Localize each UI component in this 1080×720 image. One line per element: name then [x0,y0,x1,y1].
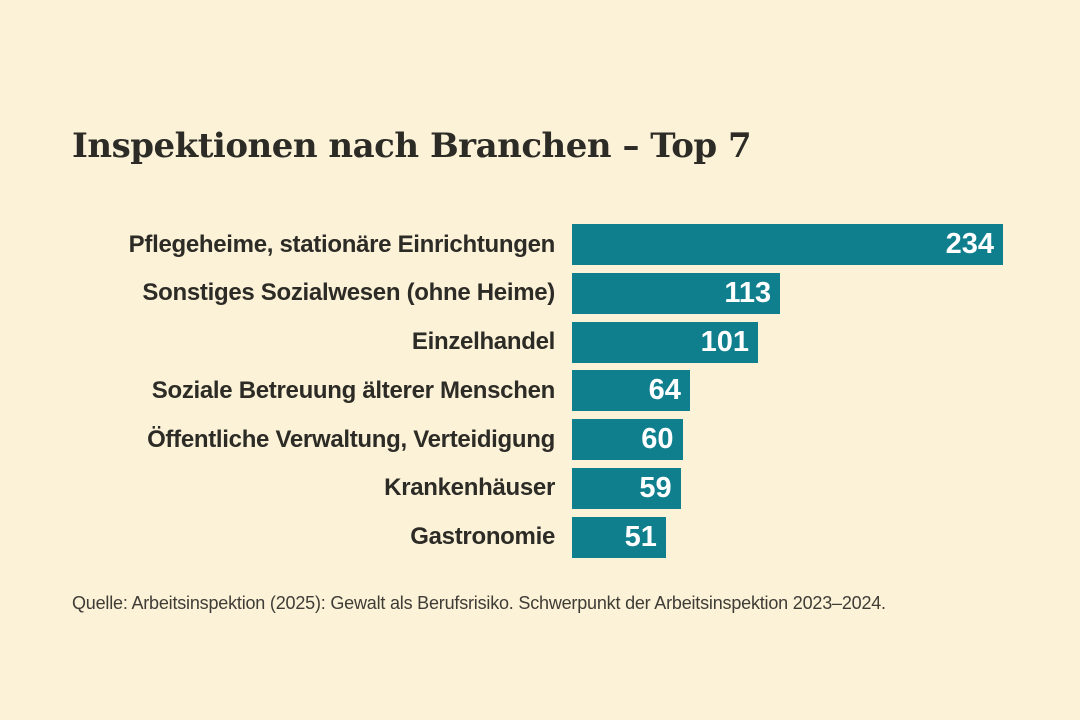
bar: 113 [572,272,781,314]
bar: 234 [572,224,1003,265]
bar-row: Pflegeheime, stationäre Einrichtungen 234 [72,224,1012,265]
value-label: 101 [700,325,750,358]
bar-chart: Pflegeheime, stationäre Einrichtungen 234… [72,224,1012,566]
bar-row: Einzelhandel 101 [72,321,1012,363]
bar-row: Gastronomie 51 [72,516,1012,558]
bar-row: Krankenhäuser 59 [72,467,1012,509]
category-label: Gastronomie [410,523,555,551]
value-label: 64 [648,374,681,407]
category-label: Soziale Betreuung älterer Menschen [151,376,556,404]
bar-row: Öffentliche Verwaltung, Verteidigung 60 [72,419,1012,461]
bar: 59 [572,467,681,509]
bar: 60 [572,419,683,461]
bar-row: Sonstiges Sozialwesen (ohne Heime) 113 [72,272,1012,314]
value-label: 113 [724,276,772,309]
value-label: 59 [639,471,672,504]
category-label: Sonstiges Sozialwesen (ohne Heime) [142,279,555,307]
bar: 51 [572,516,666,558]
chart-title: Inspektionen nach Branchen – Top 7 [72,126,752,166]
source-note: Quelle: Arbeitsinspektion (2025): Gewalt… [72,593,886,613]
category-label: Krankenhäuser [384,474,555,502]
bar: 101 [572,321,759,363]
bar: 64 [572,370,690,412]
value-label: 234 [945,228,994,260]
value-label: 51 [624,520,657,553]
category-label: Öffentliche Verwaltung, Verteidigung [147,425,555,453]
bar-row: Soziale Betreuung älterer Menschen 64 [72,370,1012,412]
value-label: 60 [641,423,674,456]
category-label: Pflegeheime, stationäre Einrichtungen [128,230,556,258]
category-label: Einzelhandel [411,328,555,356]
